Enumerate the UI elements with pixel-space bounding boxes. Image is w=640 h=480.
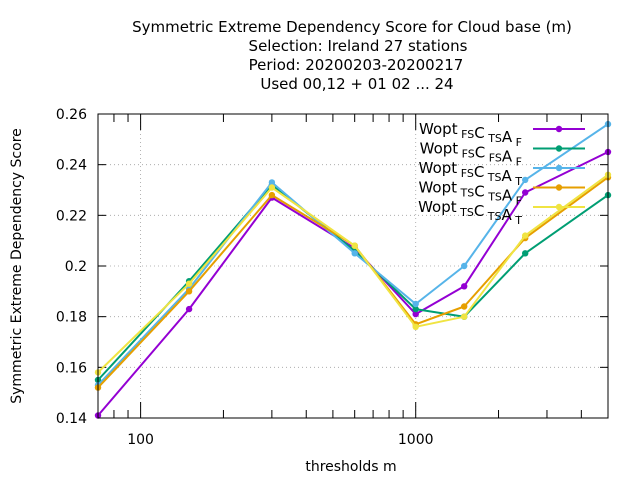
x-tick-label: 100 bbox=[127, 432, 154, 448]
y-tick-label: 0.26 bbox=[56, 107, 87, 123]
x-tick-label: 1000 bbox=[398, 432, 434, 448]
title-line-4: Used 00,12 + 01 02 ... 24 bbox=[260, 75, 453, 93]
series-line-1 bbox=[98, 152, 608, 416]
data-point bbox=[413, 324, 419, 330]
series-group bbox=[95, 121, 611, 419]
data-point bbox=[352, 250, 358, 256]
data-point bbox=[522, 232, 528, 238]
legend-swatch-marker bbox=[556, 145, 562, 151]
legend-swatch-marker bbox=[556, 204, 562, 210]
y-tick-label: 0.2 bbox=[65, 259, 87, 275]
y-tick-label: 0.18 bbox=[56, 310, 87, 326]
series-line-4 bbox=[98, 177, 608, 387]
data-point bbox=[522, 177, 528, 183]
legend-swatch-marker bbox=[556, 126, 562, 132]
legend-swatch-marker bbox=[556, 165, 562, 171]
y-axis-label: Symmetric Extreme Dependency Score bbox=[9, 128, 25, 404]
y-tick-label: 0.16 bbox=[56, 360, 87, 376]
series-line-5 bbox=[98, 175, 608, 373]
data-point bbox=[352, 243, 358, 249]
data-point bbox=[269, 184, 275, 190]
data-point bbox=[186, 288, 192, 294]
y-tick-label: 0.14 bbox=[56, 411, 87, 427]
data-point bbox=[461, 283, 467, 289]
data-point bbox=[269, 192, 275, 198]
data-point bbox=[186, 281, 192, 287]
data-point bbox=[461, 263, 467, 269]
legend-swatch-marker bbox=[556, 184, 562, 190]
title-line-2: Selection: Ireland 27 stations bbox=[249, 37, 468, 55]
y-tick-label: 0.22 bbox=[56, 208, 87, 224]
title-line-1: Symmetric Extreme Dependency Score for C… bbox=[132, 18, 572, 36]
grid bbox=[98, 114, 608, 418]
data-point bbox=[461, 314, 467, 320]
data-point bbox=[413, 301, 419, 307]
x-tick-labels: 100 1000 bbox=[127, 432, 433, 448]
y-tick-label: 0.24 bbox=[56, 158, 87, 174]
chart-title: Symmetric Extreme Dependency Score for C… bbox=[132, 18, 572, 93]
data-point bbox=[522, 189, 528, 195]
y-tick-labels: 0.14 0.16 0.18 0.2 0.22 0.24 0.26 bbox=[56, 107, 87, 427]
x-axis-label: thresholds m bbox=[305, 459, 396, 475]
title-line-3: Period: 20200203-20200217 bbox=[249, 56, 464, 74]
data-point bbox=[186, 306, 192, 312]
series-line-2 bbox=[98, 185, 608, 380]
data-point bbox=[522, 250, 528, 256]
data-point bbox=[461, 303, 467, 309]
